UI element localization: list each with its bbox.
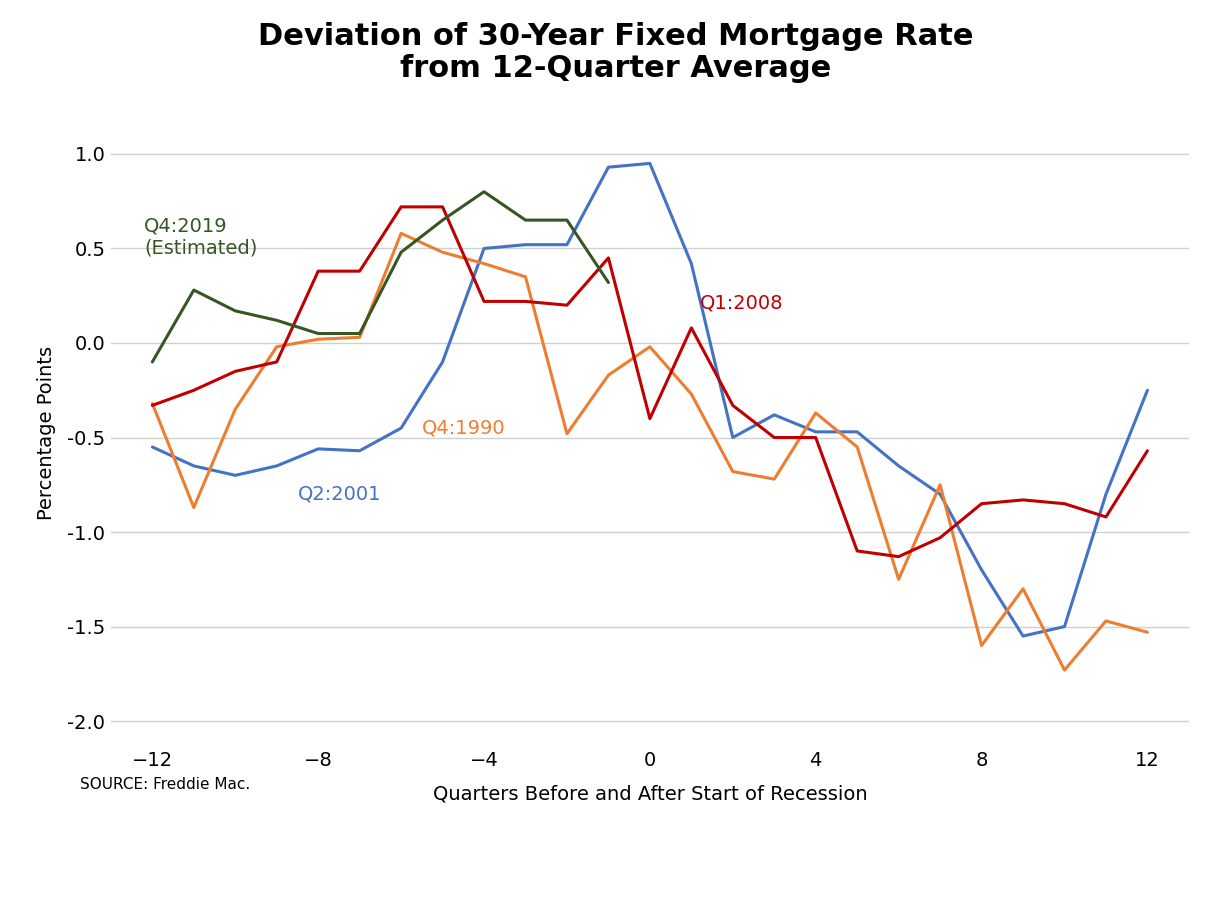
Text: Federal Reserve Bank: Federal Reserve Bank bbox=[37, 849, 261, 867]
Text: Q4:1990: Q4:1990 bbox=[421, 419, 505, 438]
Text: from 12-Quarter Average: from 12-Quarter Average bbox=[400, 54, 832, 83]
X-axis label: Quarters Before and After Start of Recession: Quarters Before and After Start of Reces… bbox=[432, 784, 867, 803]
Text: SOURCE: Freddie Mac.: SOURCE: Freddie Mac. bbox=[80, 778, 250, 792]
Text: Q1:2008: Q1:2008 bbox=[700, 294, 784, 313]
Y-axis label: Percentage Points: Percentage Points bbox=[37, 345, 55, 520]
Text: of: of bbox=[310, 849, 329, 867]
Text: Q2:2001: Q2:2001 bbox=[297, 485, 381, 504]
Text: Q4:2019
(Estimated): Q4:2019 (Estimated) bbox=[144, 216, 257, 257]
Text: St. Louis: St. Louis bbox=[346, 849, 440, 867]
Text: Deviation of 30-Year Fixed Mortgage Rate: Deviation of 30-Year Fixed Mortgage Rate bbox=[259, 22, 973, 51]
